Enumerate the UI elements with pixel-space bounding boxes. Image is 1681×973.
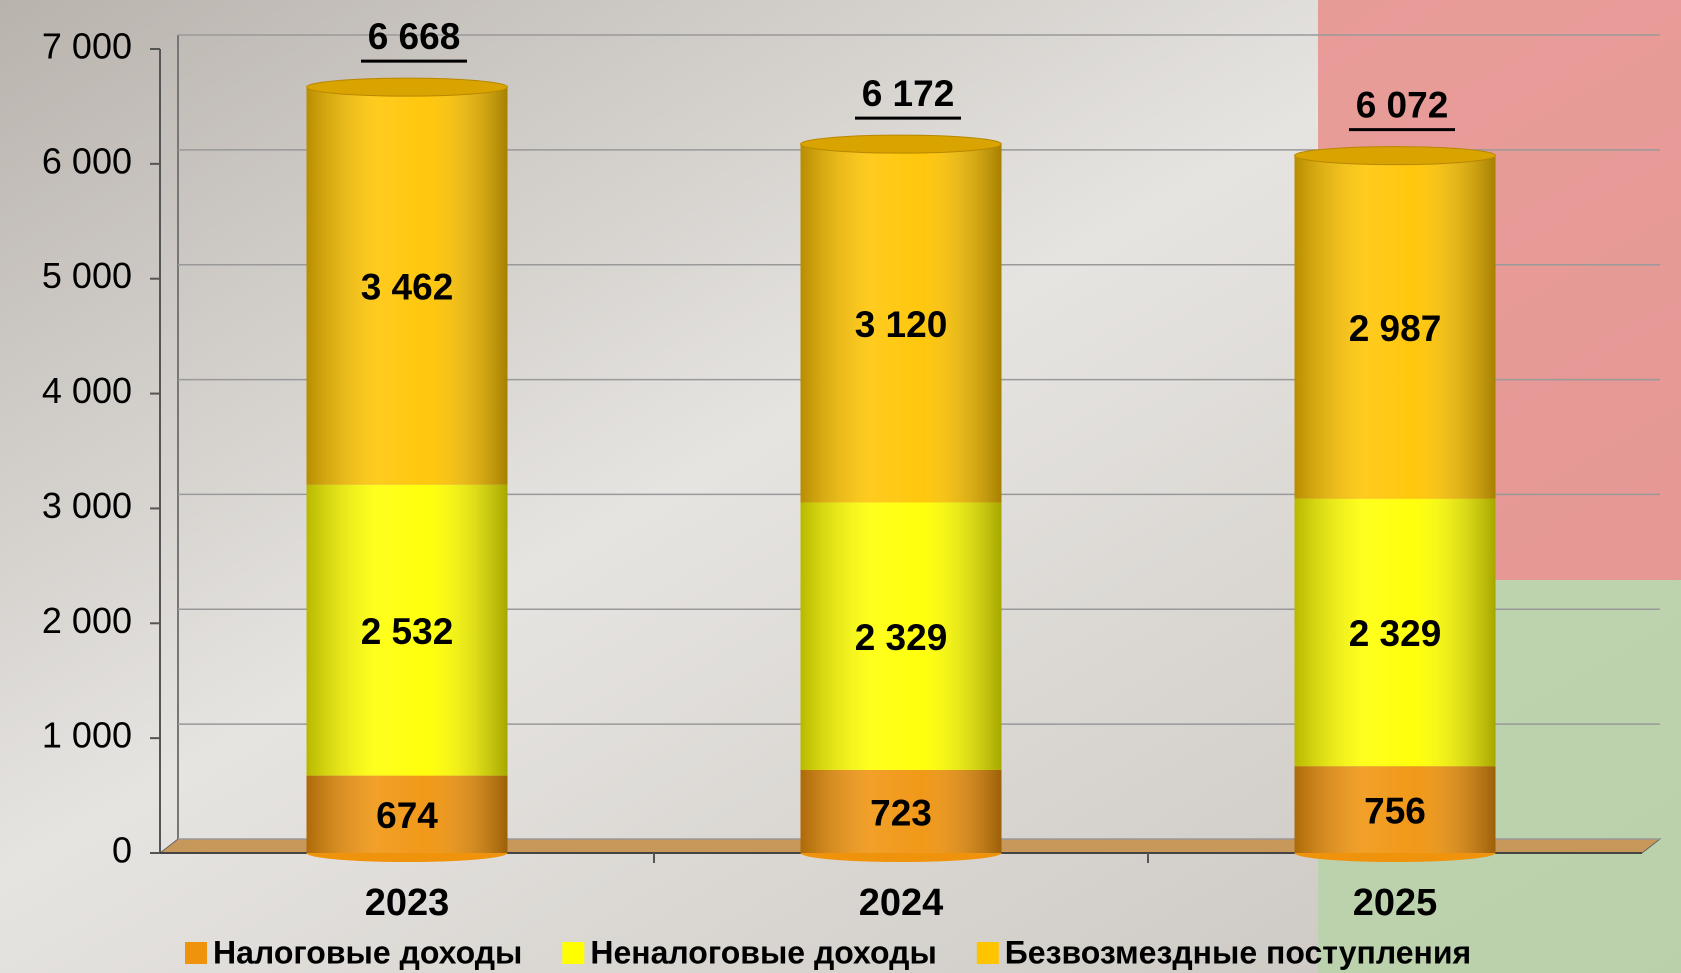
y-tick-label: 1 000 bbox=[42, 715, 132, 756]
y-tick-label: 7 000 bbox=[42, 26, 132, 67]
value-label: 3 462 bbox=[361, 267, 454, 308]
y-tick-label: 5 000 bbox=[42, 255, 132, 296]
value-label: 2 987 bbox=[1349, 308, 1442, 349]
y-tick-label: 2 000 bbox=[42, 600, 132, 641]
bar-shade bbox=[306, 775, 508, 853]
value-label: 756 bbox=[1364, 790, 1426, 831]
cylinder-top bbox=[306, 77, 508, 97]
value-label: 2 329 bbox=[1349, 613, 1442, 654]
cylinder-top bbox=[800, 134, 1002, 154]
legend-label: Налоговые доходы bbox=[213, 934, 522, 970]
x-tick-label: 2023 bbox=[365, 882, 450, 924]
value-label: 674 bbox=[376, 795, 438, 836]
legend-label: Безвозмездные поступления bbox=[1005, 934, 1471, 970]
bar-shade bbox=[800, 144, 1002, 503]
value-label: 723 bbox=[870, 792, 932, 833]
value-label: 2 329 bbox=[855, 617, 948, 658]
value-label: 2 532 bbox=[361, 611, 454, 652]
bar-shade bbox=[800, 502, 1002, 770]
total-label: 6 668 bbox=[368, 16, 461, 57]
legend-label: Неналоговые доходы bbox=[590, 934, 936, 970]
cylinder-top bbox=[1294, 146, 1496, 166]
total-label: 6 172 bbox=[862, 73, 955, 114]
bar-shade bbox=[306, 87, 508, 485]
legend-swatch bbox=[562, 942, 585, 964]
plot: 0 1 000 2 000 3 000 4 000 5 000 6 000 7 000 2023… bbox=[42, 16, 1662, 970]
legend-swatch bbox=[185, 942, 207, 964]
y-tick-label: 4 000 bbox=[42, 370, 132, 411]
bar-shade bbox=[306, 484, 508, 776]
x-tick-label: 2025 bbox=[1353, 882, 1438, 924]
y-tick-label: 6 000 bbox=[42, 140, 132, 181]
bar-shade bbox=[1294, 766, 1496, 853]
bar-shade bbox=[1294, 155, 1496, 499]
legend-swatch bbox=[976, 942, 999, 964]
y-tick-label: 0 bbox=[112, 830, 132, 871]
total-label: 6 072 bbox=[1356, 84, 1449, 125]
y-tick-label: 3 000 bbox=[42, 485, 132, 526]
value-label: 3 120 bbox=[855, 304, 948, 345]
x-tick-label: 2024 bbox=[859, 882, 944, 924]
bar-shade bbox=[1294, 498, 1496, 767]
bar-shade bbox=[800, 769, 1002, 853]
